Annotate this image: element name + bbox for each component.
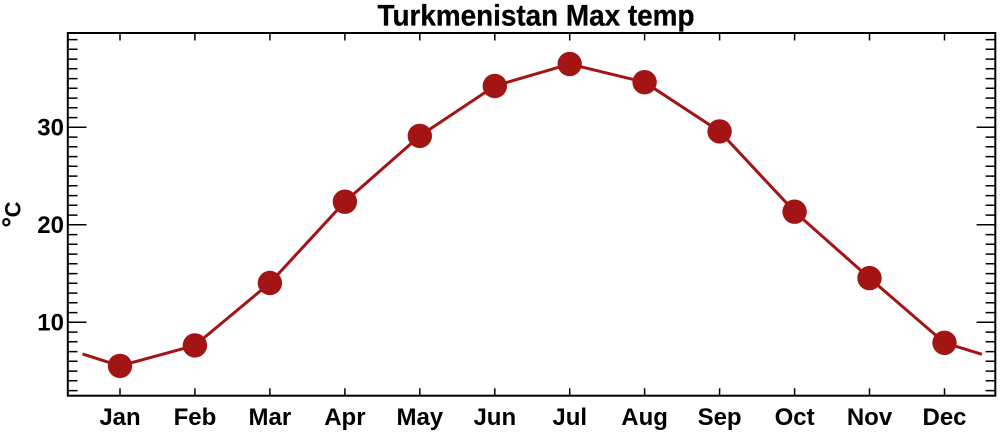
svg-text:Oct: Oct bbox=[775, 404, 815, 431]
svg-text:C: C bbox=[1, 201, 26, 217]
svg-text:Jul: Jul bbox=[552, 404, 587, 431]
svg-text:Sep: Sep bbox=[698, 404, 742, 431]
svg-text:May: May bbox=[396, 404, 443, 431]
svg-text:30: 30 bbox=[37, 115, 64, 142]
svg-text:Nov: Nov bbox=[847, 404, 893, 431]
svg-text:10: 10 bbox=[37, 310, 64, 337]
svg-text:Aug: Aug bbox=[621, 404, 668, 431]
svg-text:Jan: Jan bbox=[99, 404, 140, 431]
svg-text:Feb: Feb bbox=[174, 404, 217, 431]
svg-text:Apr: Apr bbox=[324, 404, 365, 431]
svg-text:20: 20 bbox=[37, 212, 64, 239]
svg-text:Mar: Mar bbox=[249, 404, 292, 431]
svg-text:Turkmenistan Max temp: Turkmenistan Max temp bbox=[378, 0, 695, 33]
svg-text:Jun: Jun bbox=[473, 404, 516, 431]
svg-text:Dec: Dec bbox=[922, 404, 966, 431]
